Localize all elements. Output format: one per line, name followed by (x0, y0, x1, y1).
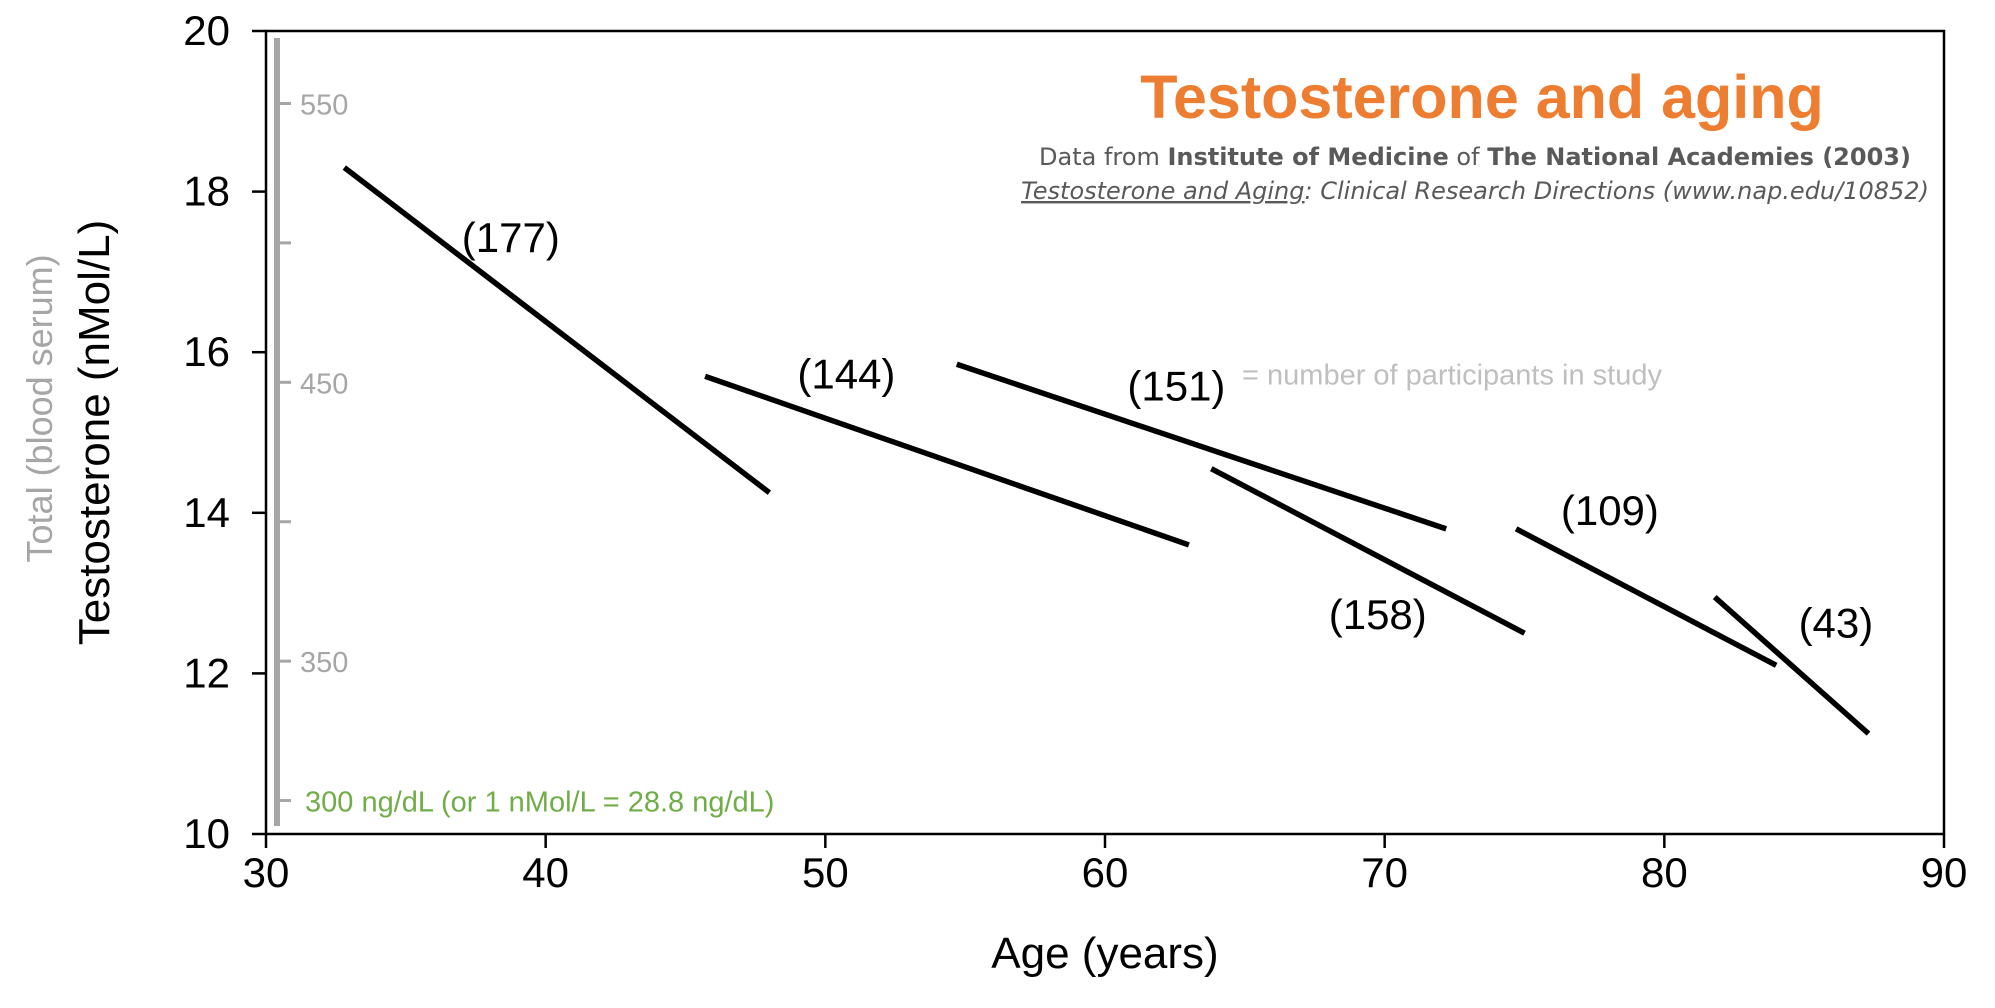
chart-title: Testosterone and aging (1140, 63, 1824, 131)
series-count-label: (151) (1127, 362, 1225, 409)
secondary-tick-label: 350 (300, 647, 348, 679)
reference-book-title: Testosterone and Aging (1021, 177, 1304, 205)
y-tick-label: 10 (183, 810, 230, 857)
series-count-label: (158) (1329, 591, 1427, 638)
source-text: of (1449, 143, 1487, 171)
x-tick-label: 40 (522, 849, 569, 896)
x-tick-label: 30 (243, 849, 290, 896)
source-bold-text: Institute of Medicine (1167, 143, 1448, 171)
secondary-tick-label: 550 (300, 89, 348, 121)
series-line (704, 373, 1190, 548)
reference-line: Testosterone and Aging: Clinical Researc… (1021, 177, 1929, 205)
source-line: Data from Institute of Medicine of The N… (1039, 143, 1911, 171)
series-line (1209, 466, 1526, 636)
y-tick-label: 20 (183, 7, 230, 54)
source-text: Data from (1039, 143, 1167, 171)
x-axis-title: Age (years) (991, 929, 1218, 978)
y-tick-label: 12 (183, 649, 230, 696)
x-tick-label: 50 (802, 849, 849, 896)
x-tick-label: 70 (1361, 849, 1408, 896)
source-bold-text: The National Academies (2003) (1487, 143, 1911, 171)
legend-note: = number of participants in study (1242, 359, 1662, 391)
y-tick-label: 18 (183, 168, 230, 215)
series-count-label: (144) (797, 350, 895, 397)
series-line (1712, 595, 1871, 736)
y-axis-secondary-title: Total (blood serum) (19, 254, 60, 562)
x-tick-label: 60 (1082, 849, 1129, 896)
series-line (342, 165, 772, 495)
series-count-label: (109) (1561, 487, 1659, 534)
unit-conversion-note: 300 ng/dL (or 1 nMol/L = 28.8 ng/dL) (305, 787, 774, 819)
series-count-label: (43) (1799, 599, 1874, 646)
secondary-tick-label: 450 (300, 368, 348, 400)
y-tick-label: 16 (183, 328, 230, 375)
series-line (955, 361, 1448, 532)
series-count-label: (177) (462, 214, 560, 261)
series-line (1514, 526, 1778, 668)
y-axis-title: Testosterone (nMol/L) (70, 220, 119, 646)
x-tick-label: 90 (1921, 849, 1968, 896)
reference-rest: : Clinical Research Directions (www.nap.… (1305, 177, 1929, 205)
y-tick-label: 14 (183, 489, 230, 536)
x-tick-label: 80 (1641, 849, 1688, 896)
